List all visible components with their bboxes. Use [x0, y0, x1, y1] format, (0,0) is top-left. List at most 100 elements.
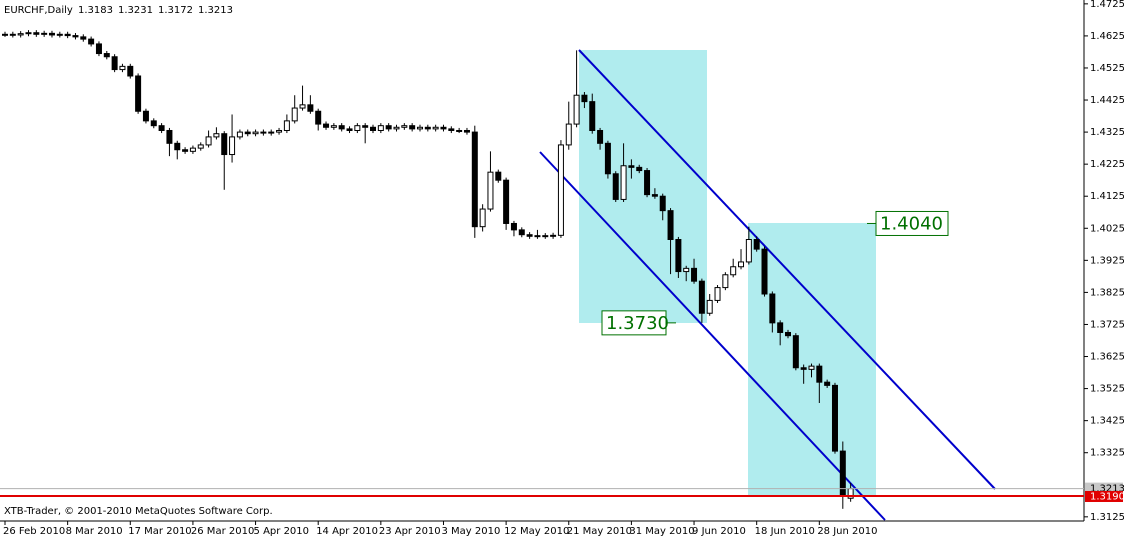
header-open: 1.3183 [78, 5, 113, 16]
x-tick-label: 23 Apr 2010 [379, 526, 441, 537]
candle-body [573, 94, 580, 125]
candle-body [393, 126, 400, 130]
horizontal-line-box [1085, 490, 1123, 502]
candle-body [424, 126, 431, 130]
candle-body [738, 261, 745, 268]
candle-body [542, 235, 549, 238]
candle-body [691, 267, 698, 282]
candle-body [495, 171, 502, 181]
x-tick-label: 26 Mar 2010 [191, 526, 254, 537]
header-high: 1.3231 [118, 5, 153, 16]
candle-body [604, 142, 611, 175]
candle-body [745, 238, 752, 263]
candle-body [831, 384, 838, 452]
candle-body [456, 129, 463, 132]
candle-body [197, 144, 204, 149]
candle-body [785, 331, 791, 337]
candle-body [323, 123, 330, 128]
candle-body [534, 235, 541, 238]
candle-body [432, 126, 439, 130]
candle-body [722, 274, 729, 289]
candle-body [283, 120, 290, 131]
candle-body [338, 125, 345, 130]
horizontal-line-label: 1.3190 [1090, 491, 1124, 502]
candle-body [166, 129, 173, 144]
candle-body [518, 229, 525, 236]
candle-body [315, 110, 322, 125]
y-tick-label: 1.3825 [1090, 287, 1124, 298]
candle-body [644, 170, 651, 196]
candle-body [127, 65, 134, 77]
candle-body [487, 171, 494, 210]
y-tick-label: 1.3725 [1090, 319, 1124, 330]
candle-body [221, 133, 228, 156]
candle-body [244, 131, 251, 135]
candle-body [174, 142, 181, 151]
candle-body [800, 367, 807, 370]
candle-body [440, 126, 447, 130]
candle-body [597, 129, 604, 144]
candle-body [229, 136, 236, 156]
zone [579, 50, 707, 323]
candle-body [416, 126, 423, 130]
y-tick-label: 1.4025 [1090, 223, 1124, 234]
candle-body [589, 101, 596, 131]
candle-body [307, 104, 314, 112]
candle-body [95, 43, 102, 55]
candle-body [667, 210, 674, 240]
candle-body [119, 65, 126, 71]
candle-body [150, 120, 157, 127]
candle-body [706, 299, 713, 314]
candle-body [17, 33, 24, 36]
y-tick-label: 1.4625 [1090, 31, 1124, 42]
candle-body [816, 365, 823, 383]
candle-body [463, 129, 470, 133]
x-tick-label: 18 Jun 2010 [755, 526, 815, 537]
candle-body [753, 238, 760, 250]
candle-body [839, 450, 846, 497]
zone [748, 223, 876, 496]
x-tick-label: 14 Apr 2010 [316, 526, 378, 537]
candle-body [80, 36, 87, 40]
candle-body [377, 125, 384, 131]
y-tick-label: 1.4125 [1090, 191, 1124, 202]
footer: XTB-Trader, © 2001-2010 MetaQuotes Softw… [4, 506, 273, 517]
candle-body [479, 208, 486, 228]
x-tick-label: 17 Mar 2010 [128, 526, 191, 537]
annotation-label: 1.3730 [606, 313, 669, 334]
candle-body [236, 131, 243, 138]
channel-line [578, 49, 996, 490]
x-tick-label: 21 May 2010 [567, 526, 632, 537]
candle-body [330, 125, 337, 128]
candle-body [135, 75, 142, 112]
y-tick-label: 1.3425 [1090, 416, 1124, 427]
candle-body [448, 128, 455, 131]
header-low: 1.3172 [158, 5, 193, 16]
candle-body [276, 129, 283, 133]
candle-body [628, 165, 635, 168]
candle-body [25, 32, 32, 35]
candle-body [698, 280, 705, 314]
y-tick-label: 1.4225 [1090, 159, 1124, 170]
x-tick-label: 3 May 2010 [441, 526, 500, 537]
x-tick-label: 5 Apr 2010 [254, 526, 309, 537]
y-tick-label: 1.4325 [1090, 127, 1124, 138]
candle-body [362, 125, 369, 128]
candle-body [252, 131, 259, 135]
candle-body [730, 266, 737, 276]
candle-body [103, 53, 110, 58]
annotation-box [601, 310, 667, 336]
candle-body [291, 107, 298, 122]
candle-body [581, 94, 588, 103]
y-tick-label: 1.3525 [1090, 384, 1124, 395]
candle-body [792, 335, 799, 369]
candle-body [409, 125, 416, 130]
candle-body [33, 32, 40, 35]
chart-title: EURCHF,Daily [4, 5, 73, 16]
candle-body [48, 32, 55, 36]
candle-body [2, 33, 8, 36]
x-tick-label: 31 May 2010 [629, 526, 694, 537]
candle-body [769, 293, 776, 324]
price-label-box [1085, 482, 1123, 494]
